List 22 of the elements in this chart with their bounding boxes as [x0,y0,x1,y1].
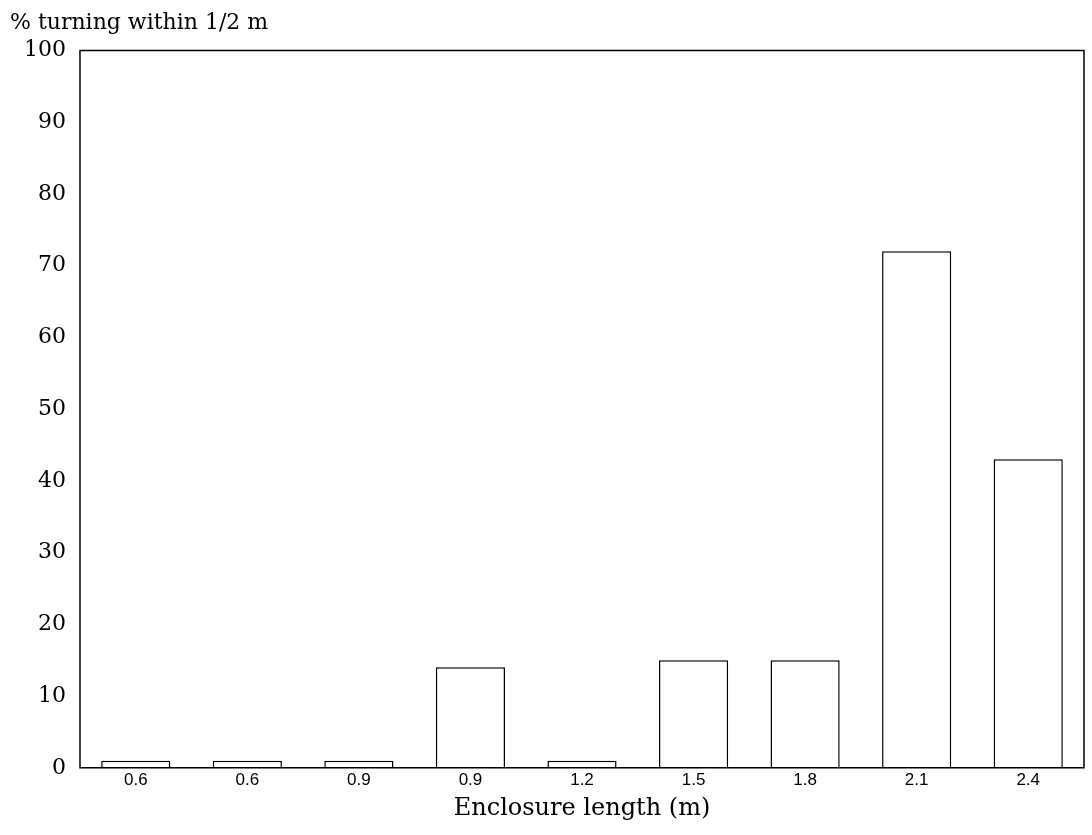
y-tick-label: 60 [37,323,66,349]
x-tick-label: 1.8 [793,769,817,789]
y-tick-label: 30 [37,538,66,564]
x-tick-label: 0.9 [458,769,483,789]
y-tick-label: 80 [37,179,66,205]
y-tick-label: 50 [37,394,66,420]
x-tick-label: 1.2 [570,769,594,789]
y-tick-label: 20 [37,610,66,636]
x-axis-title: Enclosure length (m) [453,792,711,821]
y-axis-title: % turning within 1/2 m [10,8,269,34]
y-tick-label: 0 [51,753,66,779]
x-tick-label: 0.6 [123,769,148,789]
x-tick-label: 2.1 [904,769,929,789]
y-tick-label: 40 [37,466,66,492]
x-tick-label: 1.5 [681,769,706,789]
x-tick-label: 2.4 [1016,769,1041,789]
y-tick-label: 10 [37,681,66,707]
y-tick-label: 70 [37,251,66,277]
y-tick-label: 100 [23,36,66,62]
x-tick-label: 0.9 [347,769,371,789]
y-tick-label: 90 [37,107,66,133]
x-tick-label: 0.6 [235,769,260,789]
